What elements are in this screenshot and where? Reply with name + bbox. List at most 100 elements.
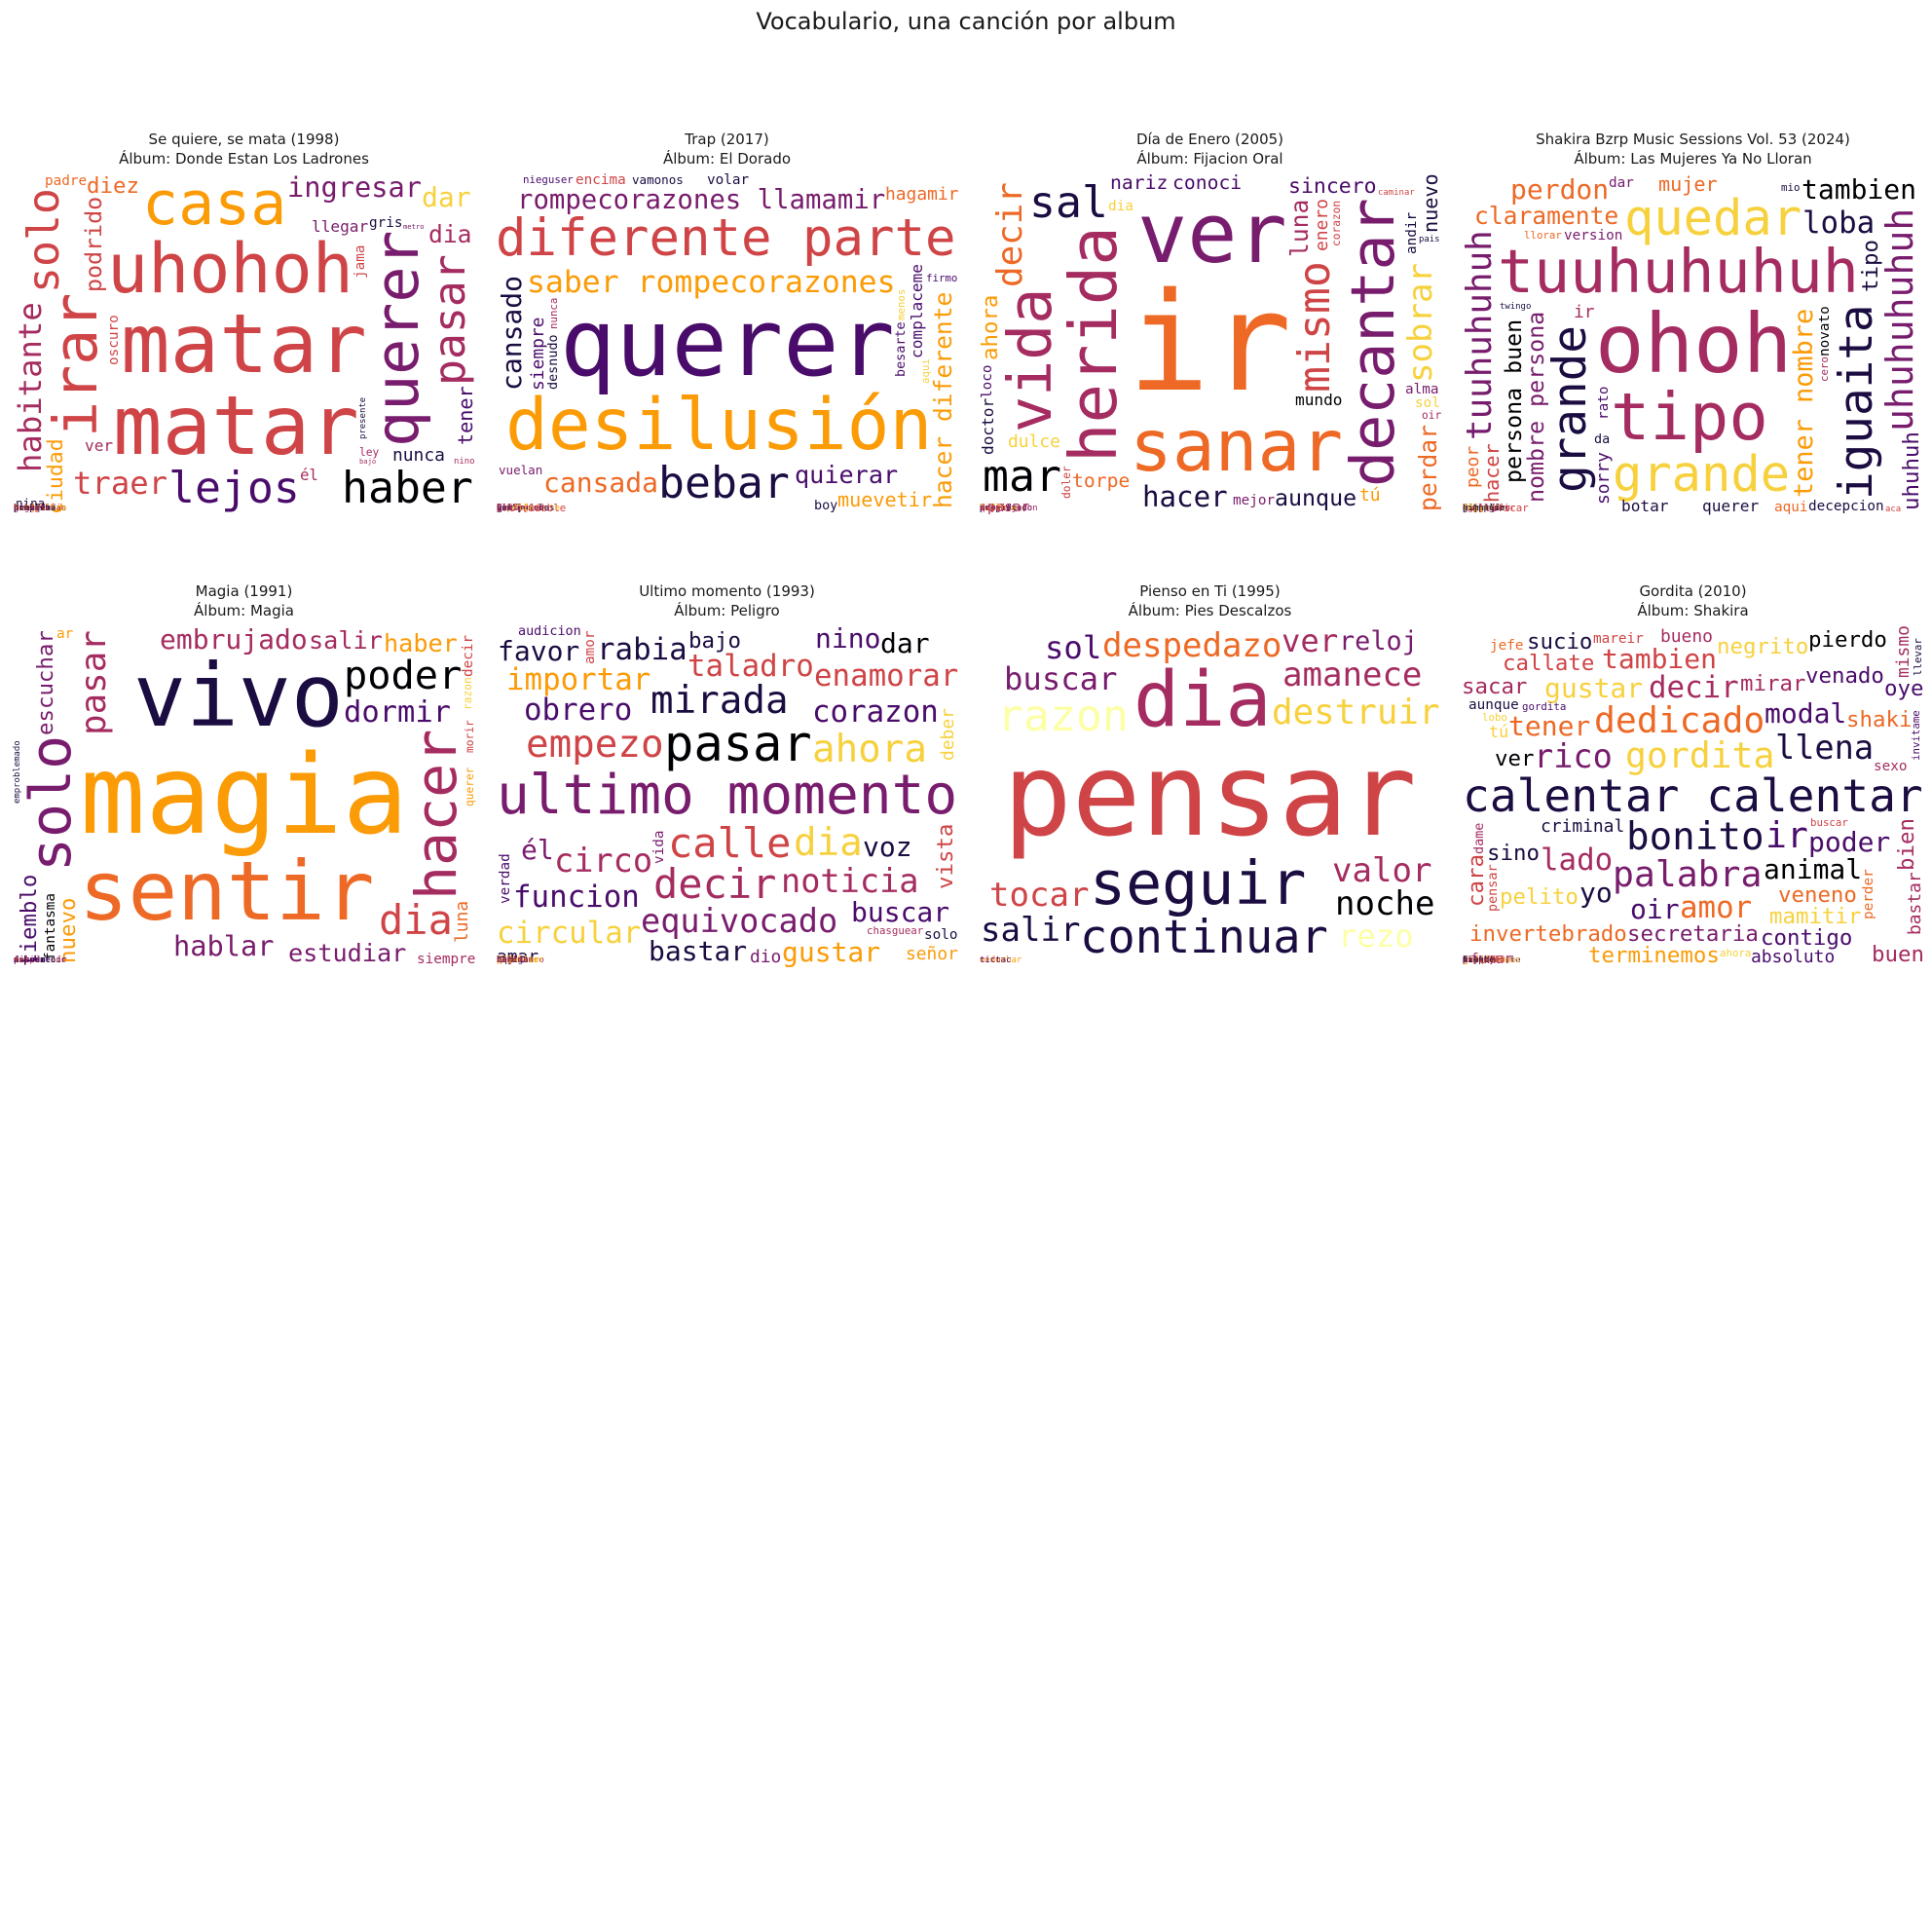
word-mark: delincuente bbox=[1463, 956, 1521, 965]
word-mark: bien bbox=[1463, 504, 1484, 513]
word-mark: propio bbox=[14, 504, 46, 513]
word-mark: poder bbox=[1808, 826, 1891, 858]
wordcloud-area: querer desilusión diferente parte bebar sabe… bbox=[495, 172, 959, 515]
word-mark: duchazo bbox=[14, 504, 51, 513]
word-mark: sospecha bbox=[14, 504, 56, 513]
word-mark: negrito bbox=[1717, 634, 1809, 659]
word-mark: tirar bbox=[1463, 956, 1490, 965]
word-mark: dalar bbox=[1463, 504, 1490, 513]
word-mark: sincero bbox=[1288, 174, 1377, 199]
word-mark: tictac bbox=[980, 956, 1012, 965]
word-mark: señor bbox=[906, 944, 958, 964]
album-subtitle: Álbum: Shakira bbox=[1637, 602, 1749, 619]
word-mark: salir bbox=[981, 911, 1081, 950]
word-mark: buen bbox=[1872, 942, 1924, 967]
word-mark: nacer bbox=[14, 956, 41, 965]
word-mark: rato bbox=[1596, 386, 1612, 420]
word-mark: metro bbox=[403, 222, 425, 231]
word-mark: solo bbox=[18, 734, 84, 872]
word-mark: funerario bbox=[1463, 956, 1510, 965]
word-mark: audicion bbox=[518, 624, 581, 639]
word-mark: llegar bbox=[312, 217, 369, 236]
word-mark: corazon bbox=[1330, 200, 1343, 246]
word-mark: mortificar bbox=[1466, 502, 1529, 514]
word-mark: amor bbox=[1680, 890, 1753, 925]
word-mark: desnudo bbox=[546, 334, 561, 390]
word-mark: vocabulario bbox=[1463, 956, 1521, 965]
word-mark: mamitir bbox=[1769, 904, 1862, 929]
word-mark: nino bbox=[815, 624, 881, 655]
word-mark: reemplazo bbox=[1463, 504, 1510, 513]
word-mark: saber bbox=[1463, 956, 1490, 965]
word-mark: tracero bbox=[497, 504, 534, 513]
word-mark: tarde bbox=[14, 504, 41, 513]
word-mark: terrible bbox=[14, 504, 56, 513]
word-mark: sentir bbox=[79, 843, 375, 939]
word-mark: amanece bbox=[1282, 656, 1423, 694]
word-mark: ver bbox=[1495, 746, 1535, 771]
word-mark: miente bbox=[1463, 956, 1495, 965]
word-mark: mirada bbox=[650, 679, 789, 723]
word-mark: vecina bbox=[1463, 504, 1495, 513]
word-mark: dia bbox=[428, 220, 472, 248]
word-mark: altura bbox=[497, 504, 529, 513]
word-mark: complaceme bbox=[908, 264, 926, 358]
word-mark: inquietar bbox=[497, 956, 544, 965]
word-mark: sexo bbox=[1874, 759, 1908, 774]
word-mark: haber bbox=[342, 462, 473, 513]
word-mark: noche bbox=[1335, 884, 1435, 923]
word-mark: hagamir bbox=[885, 184, 959, 205]
word-mark: dejar bbox=[1463, 956, 1490, 965]
word-mark: masticar bbox=[1463, 504, 1505, 513]
word-mark: dulce bbox=[1008, 431, 1060, 452]
word-mark: naturaleza bbox=[14, 504, 67, 513]
song-title: Día de Enero (2005) bbox=[1135, 131, 1284, 148]
word-mark: amor bbox=[497, 504, 518, 513]
word-mark: loco bbox=[980, 364, 995, 398]
song-title: Trap (2017) bbox=[685, 131, 769, 148]
word-mark: semana bbox=[14, 504, 46, 513]
wordcloud-area: ultimo momento pasar calle decir mirada empez… bbox=[495, 624, 959, 967]
word-mark: tú bbox=[1359, 485, 1381, 506]
word-mark: razon bbox=[980, 504, 1007, 513]
word-mark: buscar bbox=[1810, 816, 1848, 829]
word-mark: feliz bbox=[14, 956, 41, 965]
word-mark: mar bbox=[983, 450, 1061, 502]
word-mark: algun bbox=[497, 956, 524, 965]
word-mark: casa bbox=[1463, 504, 1484, 513]
word-mark: dia bbox=[379, 896, 453, 944]
word-mark: sentir bbox=[497, 504, 529, 513]
word-mark: sanar bbox=[1130, 405, 1344, 488]
wordcloud-panel: Gordita (2010) Álbum: Shakira calentar cal… bbox=[1461, 581, 1925, 967]
word-mark: desnudo bbox=[14, 504, 51, 513]
word-mark: problema bbox=[14, 504, 56, 513]
word-mark: varios bbox=[980, 504, 1012, 513]
word-mark: alma bbox=[497, 956, 518, 965]
word-mark: inolvidable bbox=[497, 502, 567, 514]
word-mark: circo bbox=[554, 842, 653, 880]
word-mark: mundo bbox=[1463, 956, 1490, 965]
word-mark: nutella bbox=[497, 504, 534, 513]
word-mark: bastar bbox=[1905, 872, 1925, 935]
word-mark: nino bbox=[454, 457, 475, 467]
word-mark: podrido bbox=[81, 196, 107, 292]
word-mark: hacer diferente bbox=[929, 291, 957, 508]
word-mark: duermar bbox=[14, 504, 51, 513]
word-mark: entendi bbox=[1463, 504, 1500, 513]
word-mark: valor bbox=[1332, 851, 1432, 890]
word-mark: despues bbox=[14, 504, 51, 513]
word-mark: haciendolo bbox=[497, 504, 550, 513]
word-mark: rasguno bbox=[980, 504, 1017, 513]
word-mark: cambiastar bbox=[1463, 504, 1516, 513]
word-mark: aunque bbox=[1275, 485, 1357, 511]
word-mark: ladito bbox=[1463, 956, 1495, 965]
word-mark: paso bbox=[1463, 504, 1484, 513]
word-mark: familia bbox=[14, 504, 51, 513]
word-mark: bueno bbox=[1660, 626, 1713, 647]
word-mark: cualquiera bbox=[14, 504, 67, 513]
word-mark: bebar bbox=[658, 457, 790, 508]
word-mark: venado bbox=[1805, 663, 1884, 689]
word-mark: llena bbox=[1775, 729, 1875, 767]
word-mark: merecer bbox=[980, 504, 1017, 513]
album-subtitle: Álbum: Peligro bbox=[674, 602, 780, 619]
